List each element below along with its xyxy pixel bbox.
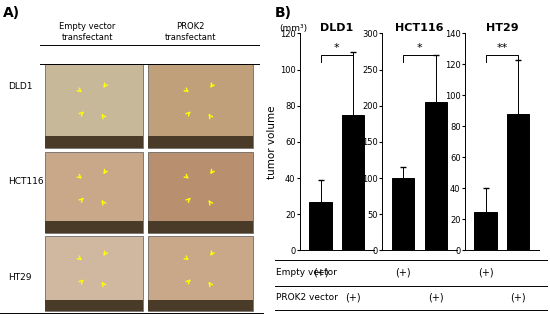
Text: DLD1: DLD1: [8, 82, 32, 91]
Text: (+): (+): [510, 293, 526, 303]
Text: PROK2 vector: PROK2 vector: [276, 293, 338, 302]
FancyBboxPatch shape: [45, 152, 142, 233]
Text: A): A): [3, 6, 20, 20]
Text: HCT116: HCT116: [8, 177, 43, 186]
Bar: [425, 102, 447, 250]
Text: (mm³): (mm³): [279, 25, 307, 33]
FancyBboxPatch shape: [45, 64, 142, 148]
Text: *: *: [334, 43, 340, 53]
Text: *: *: [416, 43, 422, 53]
Bar: [507, 114, 529, 250]
FancyBboxPatch shape: [45, 221, 142, 233]
Text: (+): (+): [478, 268, 493, 278]
FancyBboxPatch shape: [45, 136, 142, 148]
FancyBboxPatch shape: [148, 236, 254, 311]
Text: (+): (+): [345, 293, 361, 303]
Text: Empty vector: Empty vector: [276, 268, 337, 277]
Bar: [392, 178, 414, 250]
Bar: [310, 202, 332, 250]
Title: HT29: HT29: [486, 23, 518, 33]
FancyBboxPatch shape: [148, 152, 254, 233]
Text: (+): (+): [395, 268, 411, 278]
FancyBboxPatch shape: [148, 221, 254, 233]
Title: DLD1: DLD1: [320, 23, 354, 33]
FancyBboxPatch shape: [45, 300, 142, 311]
FancyBboxPatch shape: [45, 236, 142, 311]
Text: (+): (+): [313, 268, 328, 278]
Text: **: **: [496, 43, 508, 53]
FancyBboxPatch shape: [148, 136, 254, 148]
Text: Empty vector
transfectant: Empty vector transfectant: [59, 22, 116, 42]
Bar: [342, 115, 364, 250]
Bar: [475, 212, 497, 250]
Text: B): B): [275, 6, 292, 20]
Text: HT29: HT29: [8, 273, 31, 282]
Y-axis label: tumor volume: tumor volume: [267, 105, 277, 179]
Text: (+): (+): [428, 293, 443, 303]
Title: HCT116: HCT116: [395, 23, 444, 33]
FancyBboxPatch shape: [148, 64, 254, 148]
Text: PROK2
transfectant: PROK2 transfectant: [164, 22, 216, 42]
FancyBboxPatch shape: [148, 300, 254, 311]
